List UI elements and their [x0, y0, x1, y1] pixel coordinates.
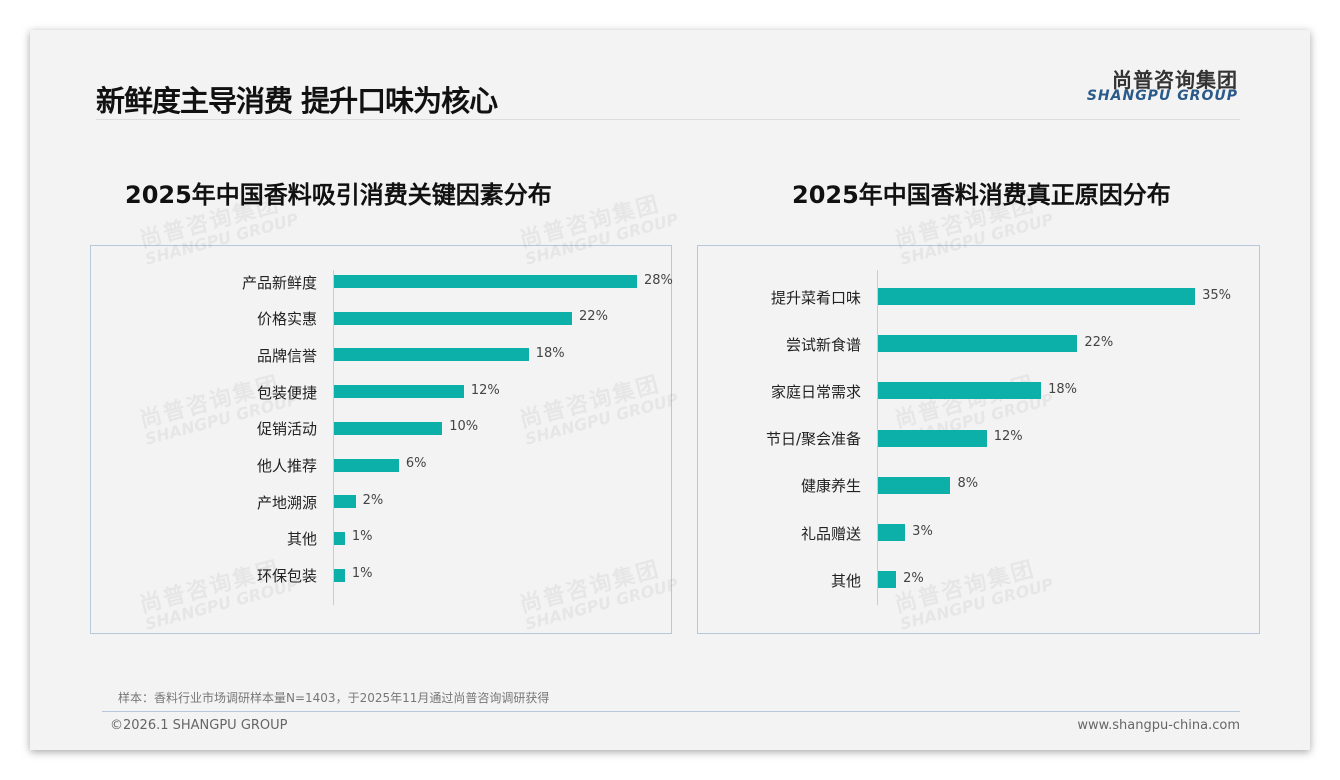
bar: [334, 531, 345, 545]
category-label: 促销活动: [256, 420, 317, 439]
category-label: 他人推荐: [256, 457, 317, 475]
category-label: 礼品赠送: [800, 524, 861, 543]
value-label: 10%: [449, 419, 479, 435]
value-label: 8%: [957, 476, 979, 492]
category-label: 尝试新食谱: [785, 335, 861, 354]
bar: [334, 275, 637, 288]
category-label: 价格实惠: [256, 310, 317, 329]
value-label: 12%: [470, 382, 500, 398]
bar: [878, 288, 1196, 305]
value-label: 22%: [579, 309, 608, 325]
category-label: 产品新鲜度: [241, 273, 317, 292]
category-label: 提升菜肴口味: [770, 288, 861, 307]
value-label: 6%: [405, 456, 427, 471]
value-label: 2%: [362, 492, 384, 508]
value-label: 2%: [903, 570, 924, 586]
header-divider: [96, 119, 1240, 120]
category-label: 包装便捷: [256, 383, 317, 402]
value-label: 28%: [643, 272, 673, 288]
bar: [878, 429, 987, 447]
chart-axis: [333, 270, 334, 605]
category-label: 品牌信誉: [256, 346, 317, 365]
chart-title-2: 2025年中国香料消费真正原因分布: [792, 181, 1171, 209]
value-label: 18%: [535, 345, 565, 361]
logo-en: SHANGPU GROUP: [1086, 88, 1238, 104]
page-title: 新鲜度主导消费 提升口味为核心: [96, 84, 498, 118]
value-label: 12%: [993, 429, 1023, 445]
website-link[interactable]: www.shangpu-china.com: [1077, 718, 1240, 733]
bar: [878, 382, 1042, 400]
bar: [334, 348, 529, 362]
bar: [878, 335, 1078, 353]
bar: [334, 568, 345, 582]
bar: [878, 476, 951, 494]
category-label: 健康养生: [800, 477, 861, 496]
logo-cn: 尚普咨询集团: [1112, 68, 1238, 92]
value-label: 22%: [1084, 334, 1114, 350]
category-label: 家庭日常需求: [770, 382, 861, 401]
category-label: 环保包装: [256, 567, 317, 586]
bar: [878, 571, 897, 589]
value-label: 35%: [1202, 287, 1231, 303]
chart-panel-1: [90, 245, 672, 634]
bar: [334, 458, 399, 472]
bar: [334, 311, 573, 325]
category-label: 其他: [830, 571, 861, 590]
value-label: 1%: [351, 566, 373, 582]
value-label: 3%: [912, 523, 933, 539]
category-label: 产地溯源: [256, 493, 317, 512]
chart-title-1: 2025年中国香料吸引消费关键因素分布: [125, 181, 552, 209]
bar: [334, 495, 356, 509]
bar: [334, 385, 464, 399]
value-label: 1%: [351, 529, 373, 545]
value-label: 18%: [1048, 381, 1077, 397]
bar: [334, 421, 443, 435]
footer-divider: [102, 711, 1240, 712]
bar: [878, 524, 906, 541]
copyright: ©2026.1 SHANGPU GROUP: [110, 718, 288, 733]
sample-note: 样本：香料行业市场调研样本量N=1403，于2025年11月通过尚普咨询调研获得: [118, 691, 550, 705]
category-label: 其他: [286, 530, 317, 549]
chart-axis: [877, 270, 878, 605]
slide: 新鲜度主导消费 提升口味为核心 尚普咨询集团 SHANGPU GROUP 202…: [30, 30, 1310, 750]
category-label: 节日/聚会准备: [765, 430, 861, 449]
